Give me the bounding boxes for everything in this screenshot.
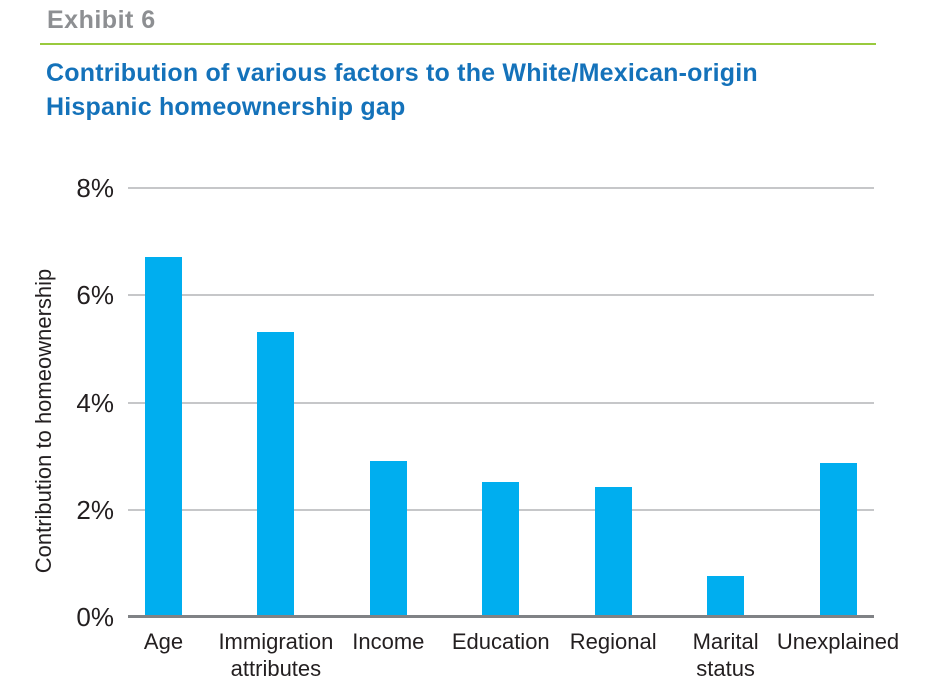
x-category-label: Age xyxy=(143,629,184,654)
x-category-label: Marital status xyxy=(692,629,759,681)
bar-education xyxy=(482,481,520,616)
y-tick-label: 6% xyxy=(76,280,114,311)
x-category-label: Immigration attributes xyxy=(218,629,334,681)
bar-income xyxy=(369,460,407,616)
x-category-label: Regional xyxy=(569,629,657,654)
y-tick-label: 4% xyxy=(76,387,114,418)
x-axis-line xyxy=(128,615,874,618)
page-title-line-1: Contribution of various factors to the W… xyxy=(46,59,758,87)
plot-area xyxy=(128,187,874,618)
gridline-8pct xyxy=(128,187,874,189)
bar-immigration-attributes xyxy=(257,331,295,616)
bar-regional xyxy=(594,487,632,616)
y-axis-title: Contribution to homeownership xyxy=(31,268,56,574)
x-category-label: Unexplained xyxy=(776,629,900,654)
x-category-label: Income xyxy=(352,629,425,654)
y-tick-label: 8% xyxy=(76,173,114,203)
gridline-4pct xyxy=(128,401,874,404)
bar-unexplained xyxy=(819,463,857,616)
y-tick-label: 0% xyxy=(76,602,114,632)
gridline-6pct xyxy=(128,294,874,297)
page-title-line-2: Hispanic homeownership gap xyxy=(46,93,406,121)
header-divider xyxy=(40,43,876,45)
bar-age xyxy=(145,256,182,616)
page-title: Contribution of various factors to the W… xyxy=(46,56,758,124)
y-tick-label: 2% xyxy=(76,494,114,525)
exhibit-label: Exhibit 6 xyxy=(47,6,156,34)
bar-marital-status xyxy=(707,575,745,616)
x-category-label: Education xyxy=(451,629,550,654)
